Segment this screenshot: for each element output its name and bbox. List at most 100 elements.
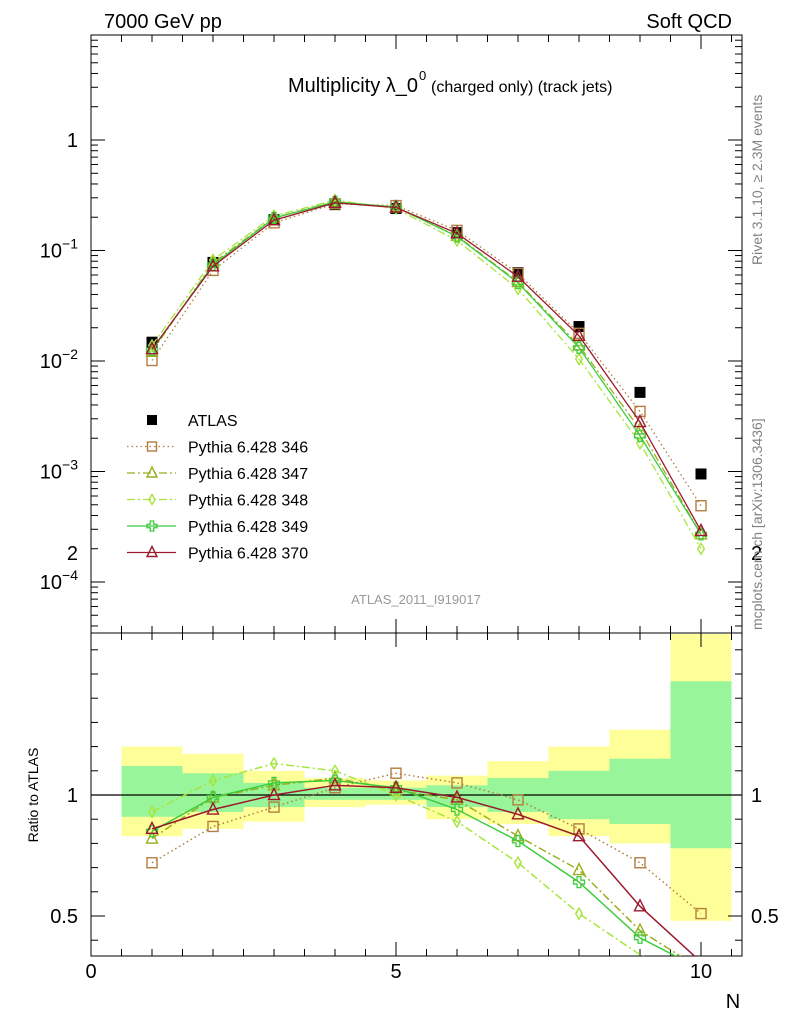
y-tick-label-ratio: 1	[67, 785, 78, 807]
y-tick-label-top: 10−3	[40, 457, 78, 484]
data-point	[328, 769, 342, 784]
x-tick-label: 0	[85, 961, 96, 983]
ratio-line	[151, 779, 677, 956]
data-point	[572, 875, 586, 889]
data-point	[572, 341, 586, 354]
rivet-label: Rivet 3.1.10, ≥ 2.3M events	[749, 95, 765, 265]
data-point	[208, 773, 218, 788]
data-point	[147, 805, 157, 819]
data-point	[145, 465, 159, 478]
ratio-line	[151, 762, 645, 956]
x-axis-label: N	[726, 991, 740, 1013]
ratio-panel-series	[145, 756, 707, 956]
data-point	[633, 429, 647, 443]
y-tick-label-top: 10−1	[40, 236, 78, 263]
data-point	[145, 820, 159, 835]
data-point	[389, 779, 403, 793]
axis-tick-labels: 1 10−1 10−2 10−3 10−4 0.5 0.5 1 1 2 2 0 5 10	[40, 130, 779, 983]
ratio-line	[151, 772, 702, 915]
data-point	[511, 834, 525, 848]
ratio-band-green	[670, 681, 732, 849]
data-point	[450, 225, 464, 239]
data-point	[694, 526, 708, 540]
data-point	[267, 786, 281, 801]
data-point	[572, 327, 586, 342]
analysis-watermark: ATLAS_2011_I919017	[351, 592, 481, 607]
data-point	[694, 522, 708, 537]
data-point	[633, 421, 647, 435]
ratio-line	[151, 777, 682, 956]
data-point	[633, 931, 647, 944]
data-point	[572, 828, 586, 842]
data-point	[207, 820, 219, 833]
ratio-series-group	[145, 756, 707, 956]
series-line	[151, 202, 702, 532]
y-tick-label-ratio-right: 0.5	[751, 906, 779, 928]
legend-label: Pythia 6.428 349	[188, 519, 308, 536]
data-point	[696, 541, 706, 556]
legend: ATLAS Pythia 6.428 346 Pythia 6.428 347 Pyt…	[127, 413, 308, 563]
axis-ticks	[90, 35, 742, 956]
mcplots-label: mcplots.cern.ch [arXiv:1306.3436]	[749, 418, 765, 630]
y-tick-label-ratio: 0.5	[50, 906, 78, 928]
data-point	[574, 352, 584, 366]
data-point	[573, 321, 585, 333]
data-point	[389, 199, 403, 213]
data-point	[146, 441, 158, 452]
y-tick-label-ratio-right: 2	[751, 543, 762, 565]
data-point	[146, 520, 158, 532]
data-point	[511, 268, 525, 282]
data-point	[147, 415, 157, 425]
ratio-band-green	[609, 758, 671, 825]
legend-label: ATLAS	[188, 413, 238, 430]
y-tick-label-top: 1	[67, 130, 78, 152]
y-tick-label-ratio-right: 1	[751, 785, 762, 807]
data-point	[694, 528, 708, 541]
ratio-line	[151, 784, 696, 956]
data-point	[695, 468, 707, 480]
data-point	[695, 907, 707, 920]
ratio-y-axis-label: Ratio to ATLAS	[25, 748, 41, 843]
data-point	[452, 814, 462, 829]
data-point	[147, 338, 157, 353]
data-point	[145, 544, 159, 558]
data-point	[511, 806, 525, 820]
data-point	[513, 855, 523, 870]
data-point	[145, 343, 159, 358]
data-point	[206, 801, 220, 815]
header-left: 7000 GeV pp	[104, 11, 222, 33]
data-point	[148, 493, 156, 506]
ratio-band-green	[304, 787, 366, 800]
legend-label: Pythia 6.428 370	[188, 546, 308, 563]
data-point	[634, 386, 646, 398]
chart-title-suffix: (charged only) (track jets)	[431, 79, 612, 96]
data-point	[634, 857, 646, 869]
y-tick-label-ratio: 2	[67, 543, 78, 565]
data-point	[450, 803, 464, 816]
data-point	[390, 767, 402, 779]
data-point	[268, 801, 280, 813]
top-panel-frame	[90, 34, 743, 634]
ratio-uncertainty-bands	[91, 634, 742, 921]
data-point	[450, 789, 464, 803]
data-point	[328, 194, 342, 209]
data-point	[206, 258, 220, 272]
header-right: Soft QCD	[646, 11, 732, 33]
data-point	[330, 763, 340, 778]
legend-label: Pythia 6.428 347	[188, 466, 308, 483]
y-tick-label-top: 10−2	[40, 346, 78, 373]
data-point	[633, 922, 647, 936]
chart-title-superscript: 0	[419, 68, 426, 83]
data-point	[267, 776, 281, 790]
x-tick-label: 5	[390, 961, 401, 983]
data-point	[206, 791, 220, 804]
legend-label: Pythia 6.428 346	[188, 440, 308, 457]
series-line	[151, 201, 702, 535]
data-point	[145, 341, 159, 355]
data-point	[145, 830, 159, 844]
ratio-band-green	[121, 765, 183, 817]
data-point	[269, 756, 279, 771]
y-tick-label-top: 10−4	[40, 567, 78, 594]
data-point	[267, 212, 281, 226]
x-tick-label: 10	[690, 961, 712, 983]
